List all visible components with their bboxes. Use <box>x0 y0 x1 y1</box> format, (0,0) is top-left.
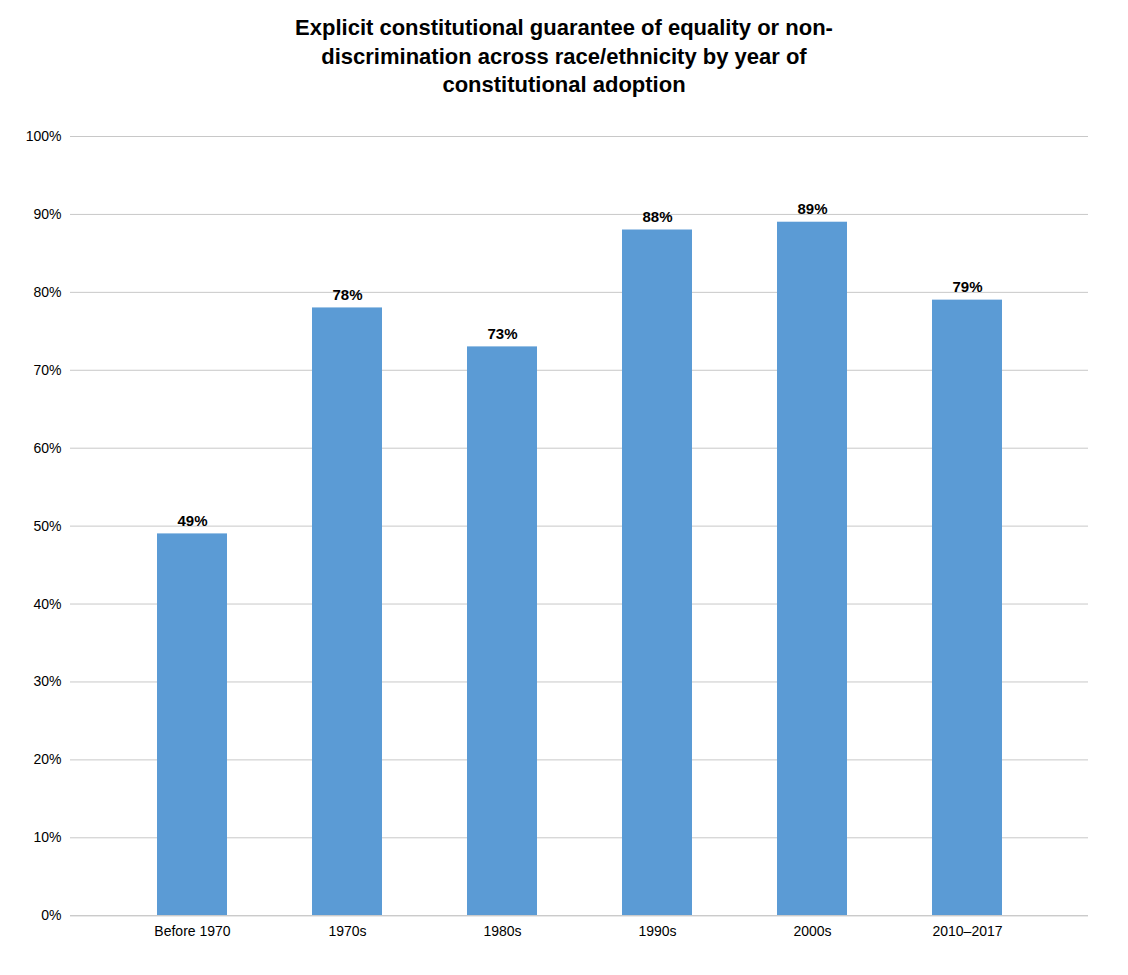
svg-text:78%: 78% <box>332 286 362 303</box>
svg-text:20%: 20% <box>33 751 61 767</box>
svg-text:100%: 100% <box>26 128 62 144</box>
svg-text:79%: 79% <box>952 278 982 295</box>
svg-text:30%: 30% <box>33 673 61 689</box>
svg-text:Before 1970: Before 1970 <box>154 922 230 938</box>
svg-text:89%: 89% <box>797 200 827 217</box>
svg-text:1990s: 1990s <box>638 922 676 938</box>
svg-text:1970s: 1970s <box>328 922 366 938</box>
svg-text:50%: 50% <box>33 517 61 533</box>
svg-text:80%: 80% <box>33 284 61 300</box>
svg-text:49%: 49% <box>177 512 207 529</box>
svg-text:90%: 90% <box>33 206 61 222</box>
svg-text:70%: 70% <box>33 362 61 378</box>
svg-text:10%: 10% <box>33 829 61 845</box>
svg-text:0%: 0% <box>41 907 61 923</box>
svg-text:73%: 73% <box>487 325 517 342</box>
svg-text:1980s: 1980s <box>483 922 521 938</box>
svg-text:2010–2017: 2010–2017 <box>932 922 1002 938</box>
svg-text:2000s: 2000s <box>793 922 831 938</box>
html-text:Explicit constitutional guaran: Explicit constitutional guarantee of equ… <box>295 15 833 98</box>
svg-text:40%: 40% <box>33 595 61 611</box>
svg-text:88%: 88% <box>642 208 672 225</box>
svg-text:60%: 60% <box>33 439 61 455</box>
